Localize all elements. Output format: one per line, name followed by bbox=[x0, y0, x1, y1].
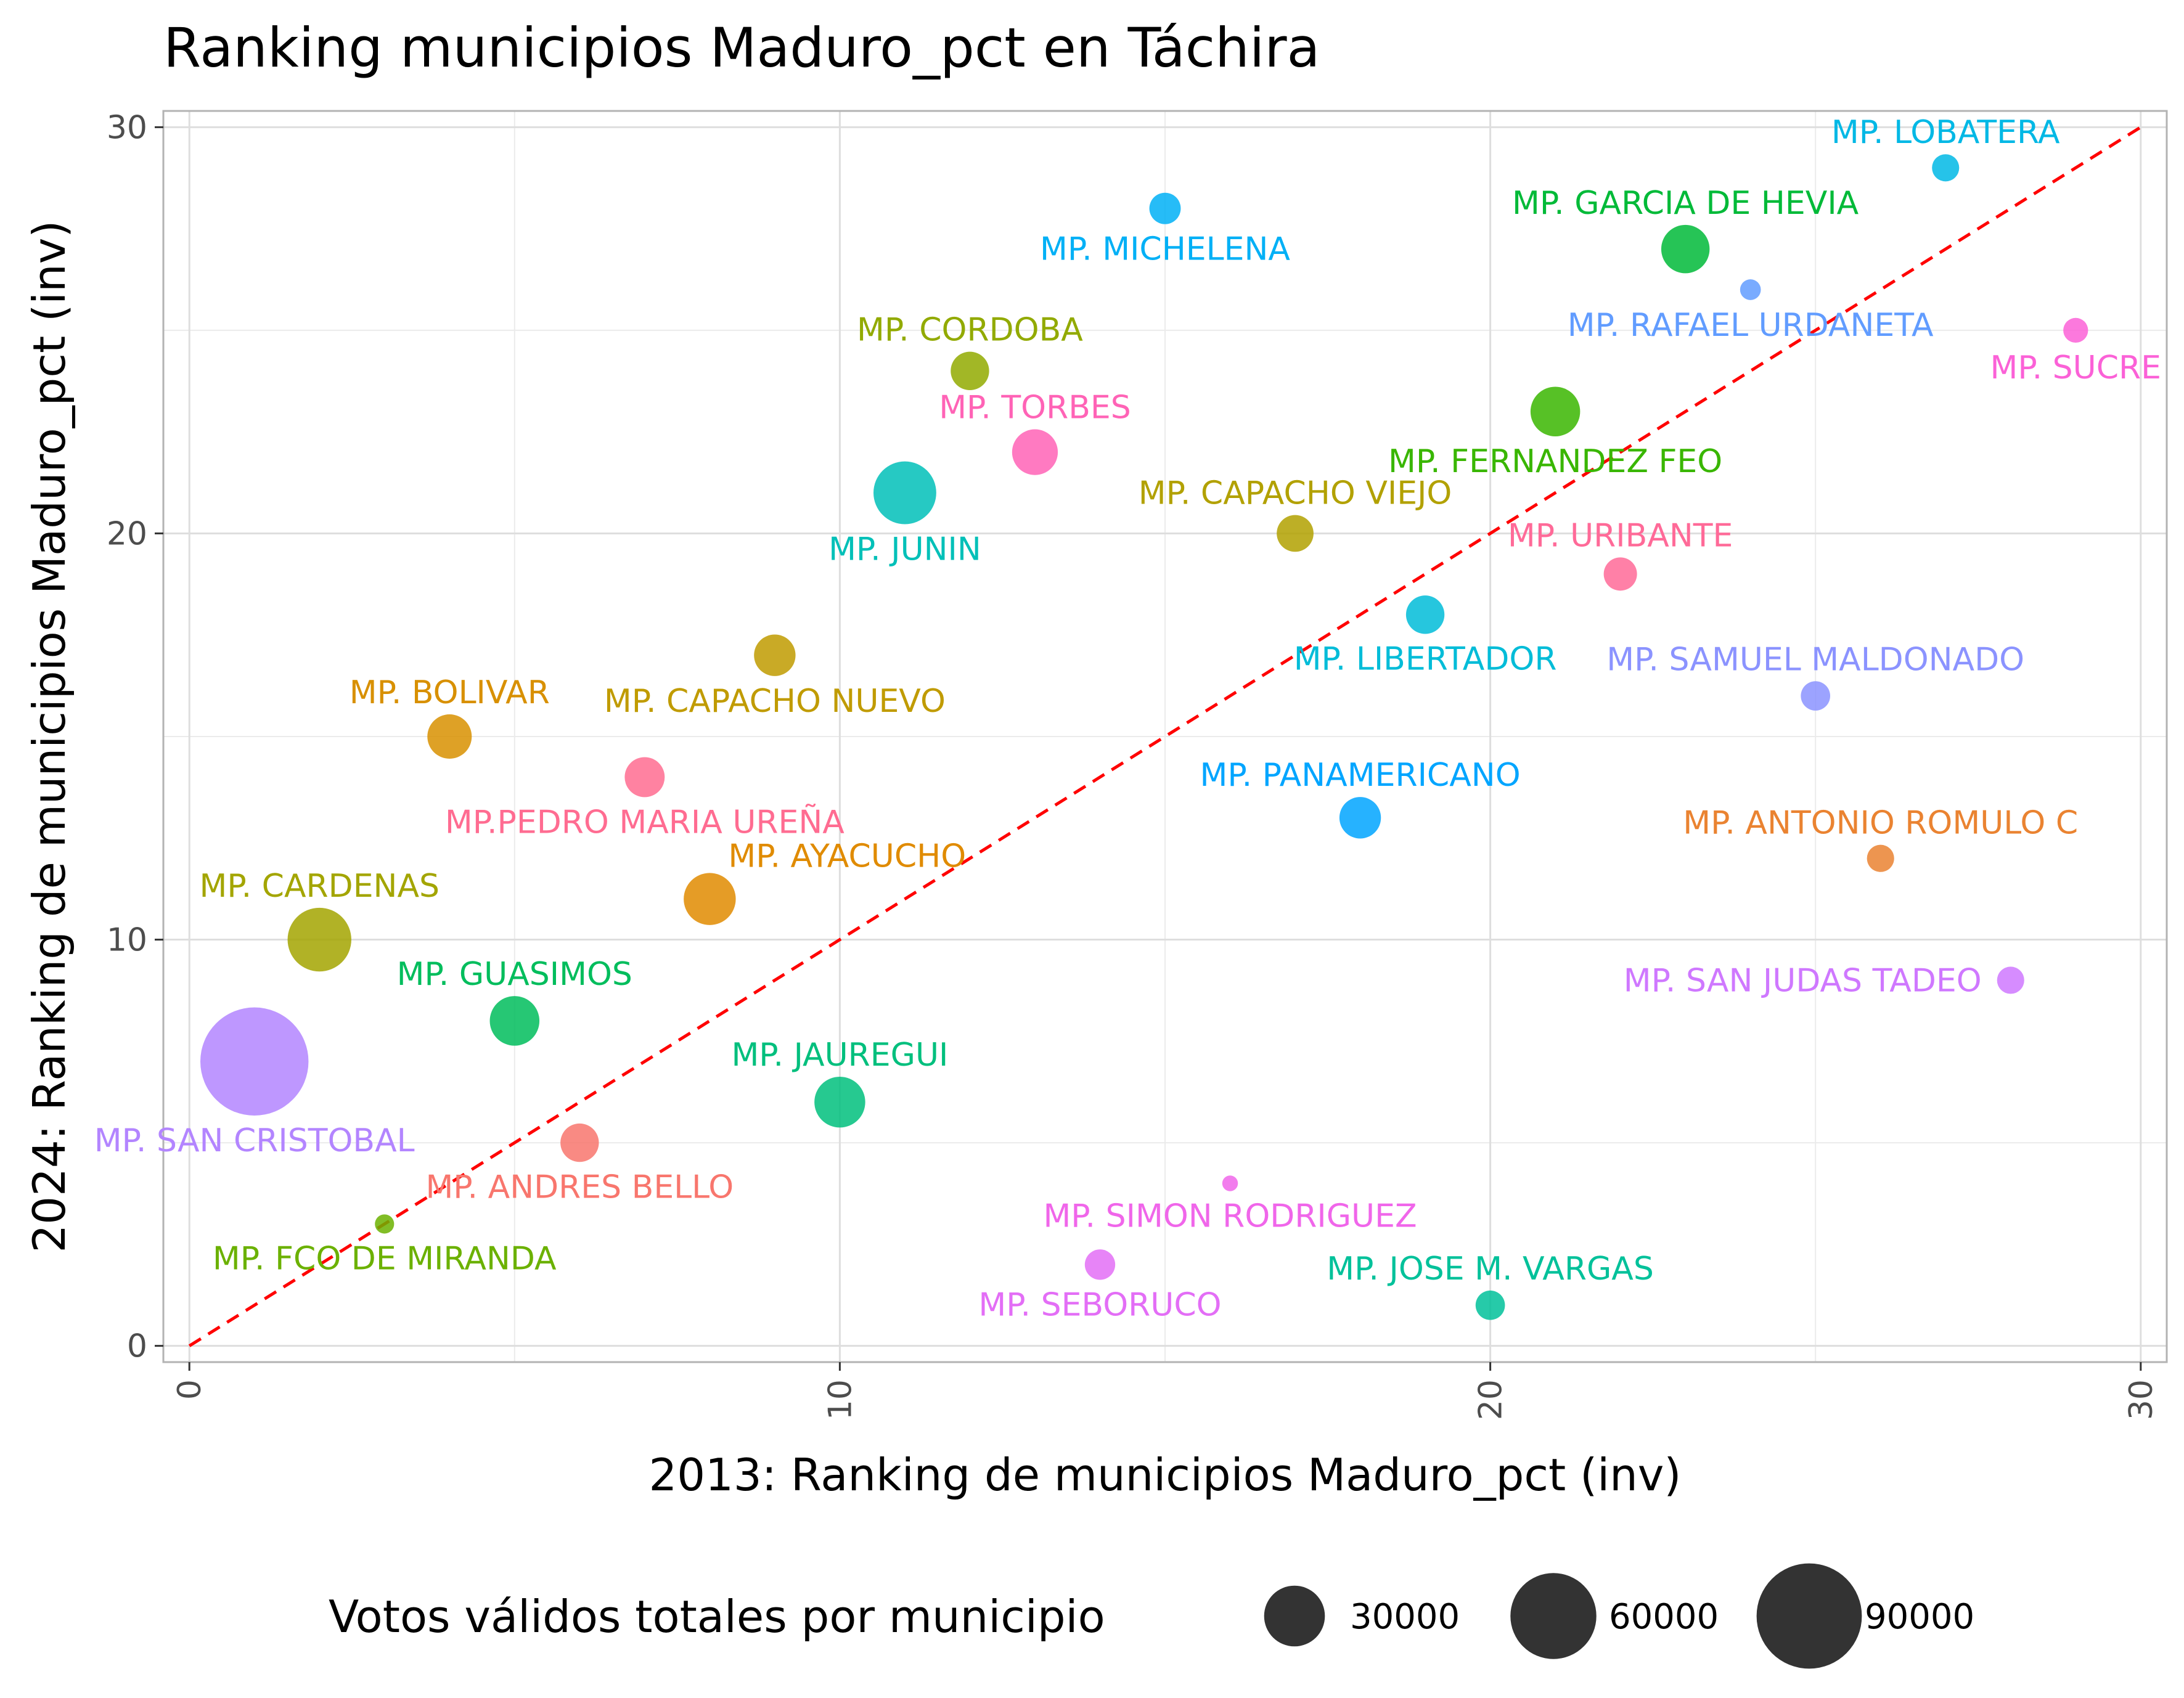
data-points bbox=[200, 154, 2088, 1320]
data-point bbox=[1475, 1290, 1505, 1320]
y-tick-label: 0 bbox=[127, 1328, 147, 1365]
point-label: MP. FERNANDEZ FEO bbox=[1388, 443, 1722, 480]
data-point bbox=[1405, 595, 1445, 634]
data-point bbox=[814, 1076, 865, 1128]
identity-line bbox=[188, 126, 2142, 1347]
data-point bbox=[1740, 279, 1761, 300]
point-label: MP. CAPACHO VIEJO bbox=[1139, 475, 1452, 512]
chart-title: Ranking municipios Maduro_pct en Táchira bbox=[163, 16, 1320, 80]
y-tick-label: 30 bbox=[107, 109, 147, 146]
data-point bbox=[287, 907, 351, 972]
size-legend: Votos válidos totales por municipio 3000… bbox=[329, 1563, 1974, 1669]
data-point bbox=[560, 1123, 599, 1162]
point-label: MP. SIMON RODRIGUEZ bbox=[1043, 1198, 1417, 1235]
point-label: MP. GUASIMOS bbox=[397, 956, 632, 993]
data-point bbox=[684, 873, 736, 925]
point-label: MP. RAFAEL URDANETA bbox=[1568, 307, 1934, 344]
reference-line bbox=[188, 126, 2142, 1347]
point-label: MP. AYACUCHO bbox=[728, 838, 966, 875]
point-label: MP. SAN CRISTOBAL bbox=[94, 1122, 415, 1159]
x-tick-label: 30 bbox=[2123, 1379, 2160, 1420]
data-point bbox=[1867, 844, 1894, 872]
point-label: MP. CAPACHO NUEVO bbox=[604, 683, 946, 720]
data-point bbox=[624, 757, 665, 798]
data-point bbox=[1661, 224, 1710, 274]
point-label: MP. SAN JUDAS TADEO bbox=[1624, 962, 1982, 999]
point-label: MP. SEBORUCO bbox=[978, 1286, 1221, 1323]
y-tick-label: 20 bbox=[107, 515, 147, 552]
point-label: MP. CORDOBA bbox=[857, 312, 1083, 349]
data-point bbox=[873, 461, 936, 525]
legend-label: 60000 bbox=[1609, 1597, 1719, 1637]
legend-title: Votos válidos totales por municipio bbox=[329, 1591, 1105, 1643]
data-point bbox=[1012, 429, 1058, 475]
data-point bbox=[1339, 797, 1381, 839]
point-label: MP. CARDENAS bbox=[199, 868, 440, 905]
point-label: MP. PANAMERICANO bbox=[1200, 757, 1520, 794]
x-tick-label: 10 bbox=[822, 1379, 859, 1420]
legend-key bbox=[1756, 1563, 1862, 1669]
data-point bbox=[1222, 1175, 1238, 1191]
data-point bbox=[1932, 154, 1960, 182]
data-point bbox=[489, 996, 540, 1046]
data-point bbox=[200, 1007, 309, 1116]
point-label: MP. LIBERTADOR bbox=[1294, 640, 1557, 677]
legend-label: 30000 bbox=[1350, 1597, 1460, 1637]
data-point bbox=[754, 634, 796, 676]
point-label: MP.PEDRO MARIA UREÑA bbox=[445, 803, 845, 841]
point-label: MP. BOLIVAR bbox=[350, 674, 550, 711]
axis-ticks: 0 10 20 30 0 10 20 30 bbox=[107, 109, 2160, 1420]
point-label: MP. FCO DE MIRANDA bbox=[213, 1240, 557, 1277]
plot-panel bbox=[162, 110, 2168, 1363]
data-point bbox=[1149, 192, 1181, 224]
point-label: MP. GARCIA DE HEVIA bbox=[1512, 185, 1859, 222]
point-label: MP. JUNIN bbox=[828, 531, 981, 568]
point-label: MP. JOSE M. VARGAS bbox=[1327, 1251, 1654, 1288]
point-label: MP. MICHELENA bbox=[1040, 231, 1290, 268]
point-label: MP. ANTONIO ROMULO C bbox=[1683, 805, 2078, 842]
y-tick-label: 10 bbox=[107, 922, 147, 959]
data-point bbox=[1530, 386, 1581, 436]
grid bbox=[163, 111, 2167, 1362]
point-label: MP. JAUREGUI bbox=[731, 1037, 948, 1074]
point-label: MP. URIBANTE bbox=[1508, 517, 1733, 554]
data-point bbox=[1997, 966, 2024, 994]
data-point bbox=[375, 1214, 395, 1234]
point-label: MP. ANDRES BELLO bbox=[425, 1169, 734, 1206]
y-axis-title: 2024: Ranking de municipios Maduro_pct (… bbox=[23, 220, 75, 1252]
data-point bbox=[2063, 317, 2088, 343]
data-point bbox=[1801, 681, 1831, 711]
point-label: MP. LOBATERA bbox=[1831, 114, 2060, 151]
data-point bbox=[1603, 557, 1637, 591]
data-point bbox=[427, 714, 472, 759]
point-label: MP. SAMUEL MALDONADO bbox=[1606, 641, 2024, 678]
x-tick-label: 0 bbox=[171, 1379, 208, 1400]
data-point bbox=[1277, 515, 1314, 552]
legend-key bbox=[1264, 1585, 1325, 1647]
data-point bbox=[951, 351, 989, 390]
x-tick-label: 20 bbox=[1473, 1379, 1510, 1420]
data-point bbox=[1084, 1249, 1116, 1280]
point-label: MP. TORBES bbox=[939, 390, 1131, 427]
legend-key bbox=[1510, 1573, 1597, 1659]
legend-label: 90000 bbox=[1865, 1597, 1974, 1637]
point-labels: MP. ANDRES BELLO MP. ANTONIO ROMULO C MP. … bbox=[94, 114, 2161, 1323]
x-axis-title: 2013: Ranking de municipios Maduro_pct (… bbox=[648, 1449, 1681, 1501]
point-label: MP. SUCRE bbox=[1990, 349, 2161, 386]
